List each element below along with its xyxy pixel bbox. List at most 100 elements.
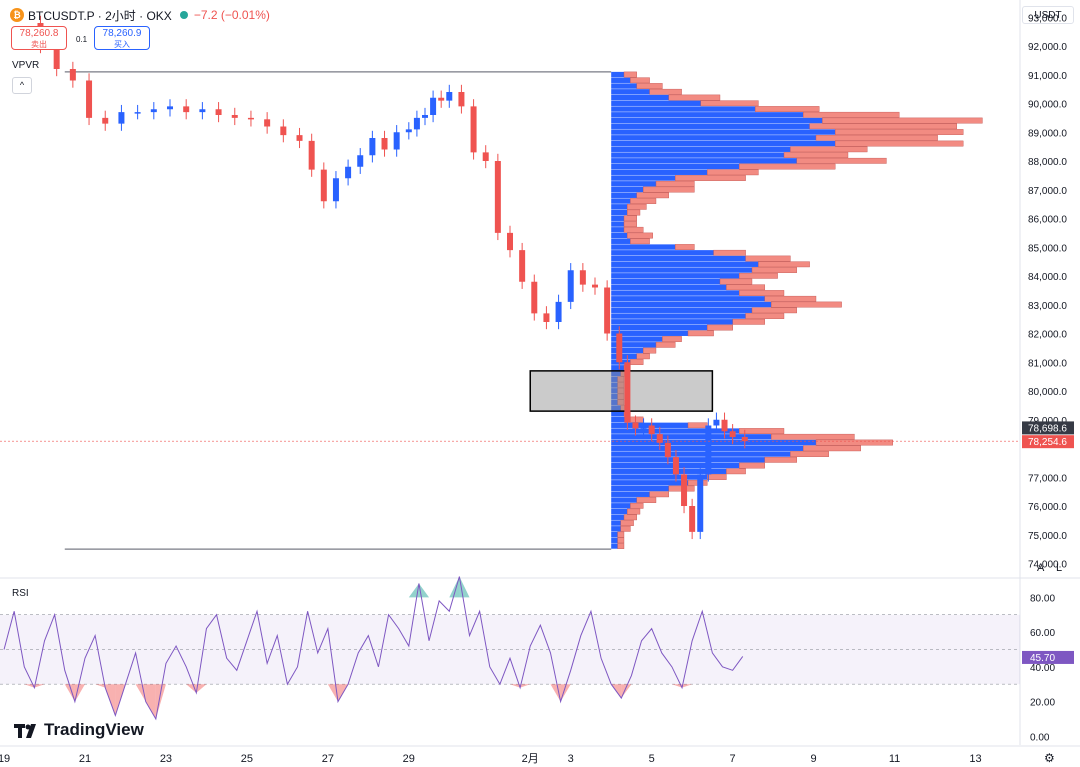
volume-profile-up-bar [611, 324, 708, 331]
candle-body [167, 106, 173, 110]
chart-header: ₿ BTCUSDT.P · 2小时 · OKX −7.2 (−0.01%) [10, 6, 270, 24]
collapse-chevron-icon[interactable]: ^ [12, 77, 32, 94]
volume-profile-down-bar [706, 474, 727, 480]
candle-body [308, 140, 315, 170]
volume-profile-up-bar [611, 468, 727, 474]
volume-profile-down-bar [623, 226, 644, 233]
price-tick-label: 84,000.0 [1028, 272, 1067, 283]
volume-profile-down-bar [738, 163, 836, 170]
rsi-overbought-fill [449, 576, 460, 598]
rsi-oversold-fill [145, 684, 156, 719]
volume-profile-up-bar [611, 244, 676, 250]
candle-body [53, 46, 60, 69]
sell-button[interactable]: 78,260.8 卖出 [11, 26, 67, 50]
volume-profile-up-bar [611, 296, 765, 302]
volume-profile-down-bar [790, 146, 868, 153]
candle-body [150, 109, 157, 113]
price-tick-label: 91,000.0 [1028, 71, 1067, 82]
price-tick-label: 83,000.0 [1028, 301, 1067, 312]
volume-profile-down-bar [649, 491, 669, 498]
candle-body [381, 138, 388, 150]
volume-profile-down-bar [834, 129, 964, 135]
symbol-label[interactable]: BTCUSDT.P · 2小时 · OKX [28, 8, 172, 23]
high-price-tag [1022, 421, 1074, 435]
rsi-overbought-fill [408, 583, 419, 598]
candle-body [215, 109, 222, 115]
volume-profile-up-bar [611, 537, 618, 543]
volume-profile-up-bar [611, 531, 618, 538]
price-tick-label: 88,000.0 [1028, 157, 1067, 168]
candle-body [672, 457, 679, 475]
volume-profile-up-bar [611, 370, 621, 377]
volume-profile-down-bar [815, 134, 938, 141]
volume-profile-up-bar [611, 416, 631, 423]
volume-profile-up-bar [611, 382, 618, 388]
volume-profile-down-bar [809, 123, 957, 130]
volume-profile-up-bar [611, 480, 688, 486]
time-tick-label: 3 [568, 753, 574, 765]
volume-profile-down-bar [687, 330, 714, 337]
volume-profile-down-bar [713, 249, 746, 256]
volume-profile-up-bar [611, 255, 746, 262]
volume-profile-up-bar [611, 313, 746, 319]
volume-profile-down-bar [620, 525, 631, 532]
candle-body [470, 106, 477, 153]
volume-profile-up-bar [611, 347, 644, 354]
rsi-oversold-fill [671, 684, 683, 688]
time-tick-label: 27 [322, 753, 334, 765]
settings-gear-icon[interactable]: ⚙ [1044, 751, 1055, 765]
volume-profile-up-bar [611, 520, 621, 526]
rsi-indicator-label[interactable]: RSI [12, 588, 29, 599]
volume-profile-up-bar [611, 526, 621, 532]
bitcoin-icon: ₿ [10, 8, 24, 22]
volume-profile-down-bar [770, 301, 842, 308]
volume-profile-up-bar [611, 135, 816, 141]
volume-profile-down-bar [815, 439, 893, 446]
volume-profile-up-bar [611, 123, 810, 129]
volume-profile-up-bar [611, 388, 618, 394]
volume-profile-down-bar [738, 462, 765, 469]
volume-profile-up-bar [611, 365, 624, 371]
auto-scale-button[interactable]: A [1037, 562, 1045, 574]
vpvr-indicator-label[interactable]: VPVR [12, 60, 40, 71]
volume-profile-down-bar [745, 255, 791, 262]
volume-profile-down-bar [630, 198, 657, 204]
volume-profile-up-bar [611, 77, 631, 83]
volume-profile-down-bar [674, 244, 695, 250]
rsi-tick-label: 80.00 [1030, 593, 1055, 604]
volume-profile-up-bar [611, 514, 624, 520]
candle-body [369, 138, 376, 156]
sell-price: 78,260.8 [19, 28, 59, 39]
time-tick-label: 7 [730, 753, 736, 765]
volume-profile-up-bar [611, 181, 656, 187]
volume-profile-up-bar [611, 434, 772, 440]
price-tick-label: 80,000.0 [1028, 387, 1067, 398]
volume-profile-up-bar [611, 186, 644, 193]
currency-unit-button[interactable]: USDT [1022, 6, 1074, 24]
rsi-oversold-fill [682, 684, 693, 688]
candle-body [494, 161, 501, 233]
buy-button[interactable]: 78,260.9 买入 [94, 26, 150, 50]
volume-profile-down-bar [626, 209, 641, 216]
volume-profile-up-bar [611, 405, 621, 411]
volume-profile-up-bar [611, 290, 740, 296]
volume-profile-up-bar [611, 342, 656, 348]
price-tick-label: 76,000.0 [1028, 502, 1067, 513]
volume-profile-up-bar [611, 474, 708, 480]
volume-profile-up-bar [611, 428, 740, 434]
volume-profile-up-bar [611, 336, 663, 342]
volume-profile-down-bar [834, 140, 964, 147]
log-scale-button[interactable]: L [1056, 562, 1063, 574]
candle-body [118, 112, 125, 124]
volume-profile-down-bar [668, 94, 721, 101]
volume-profile-down-bar [626, 508, 641, 515]
volume-profile-down-bar [700, 100, 759, 107]
rsi-tick-label: 20.00 [1030, 698, 1055, 709]
candle-body [357, 155, 364, 167]
candle-body [332, 178, 339, 202]
volume-profile-up-bar [611, 543, 618, 549]
last-price-label: 78,254.6 [1028, 437, 1067, 448]
volume-profile-up-bar [611, 146, 791, 152]
volume-profile-down-bar [802, 111, 900, 118]
